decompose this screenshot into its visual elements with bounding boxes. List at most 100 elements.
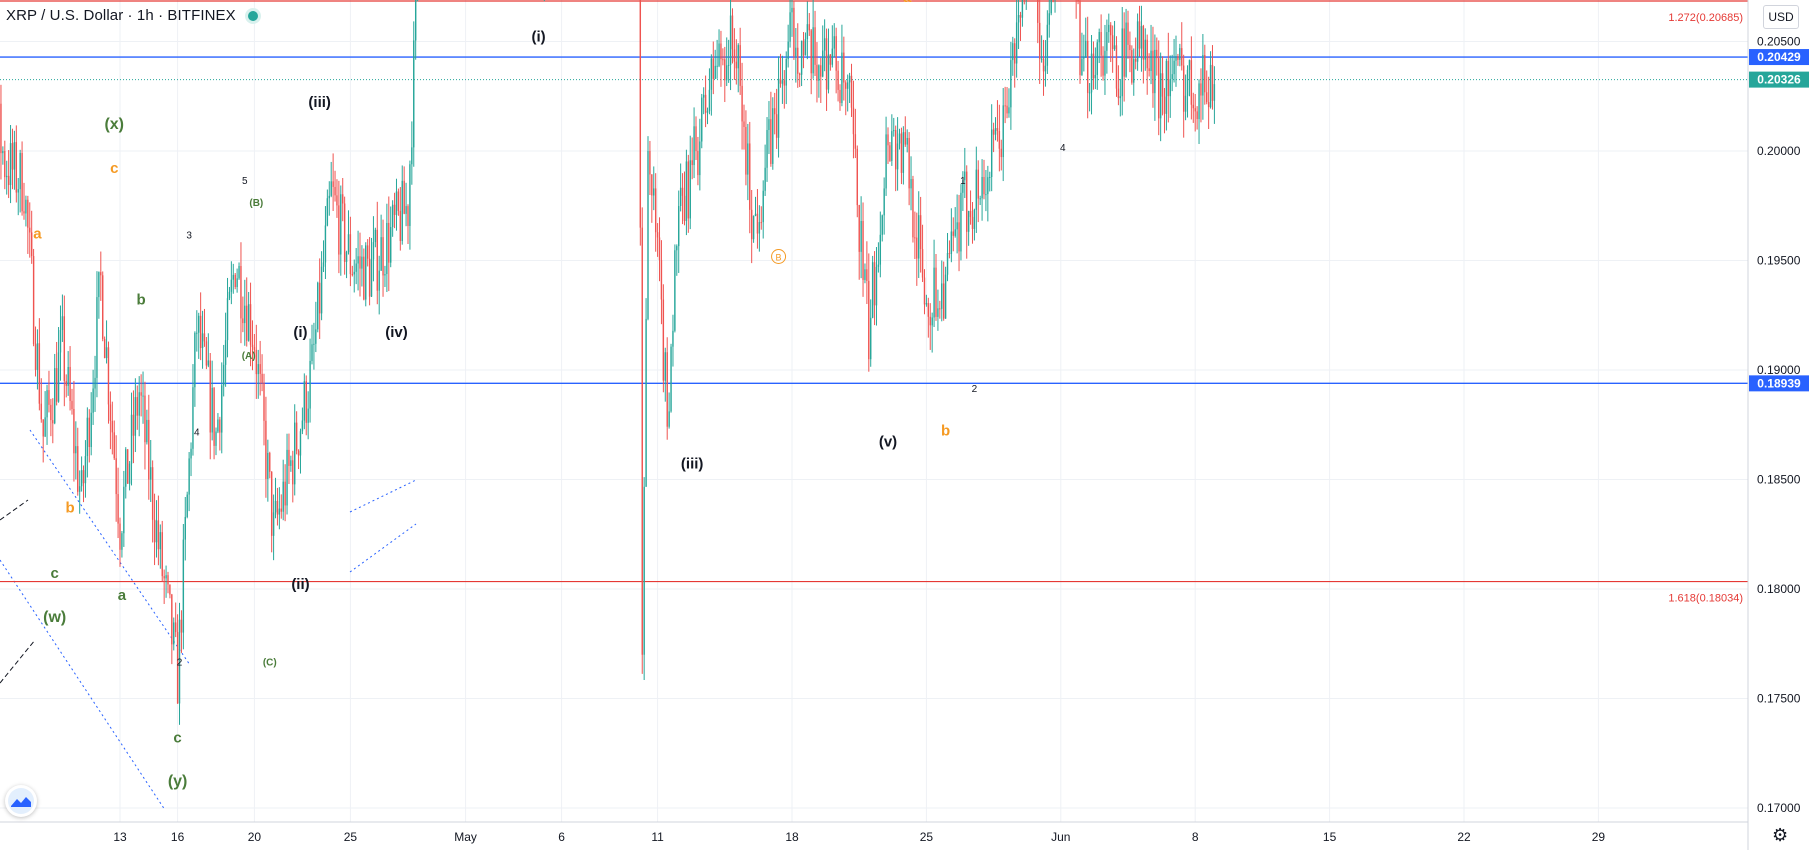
candle-body bbox=[1173, 60, 1175, 75]
candle-body bbox=[674, 250, 676, 331]
horizontal-lines-layer: 1(0.22769)1.272(0.20685)1.618(0.18034)0.… bbox=[0, 0, 1809, 605]
candle-body bbox=[756, 213, 759, 234]
wave-label: (y) bbox=[168, 773, 188, 790]
candle-body bbox=[810, 30, 812, 74]
candle-body bbox=[689, 160, 691, 219]
candle-body bbox=[294, 422, 296, 485]
candle-body bbox=[240, 266, 242, 319]
candle-body bbox=[1179, 48, 1181, 60]
candle-body bbox=[1085, 40, 1087, 57]
candle-body bbox=[368, 258, 371, 297]
candle-body bbox=[194, 332, 196, 388]
candle-body bbox=[54, 368, 56, 424]
candle-body bbox=[100, 272, 102, 276]
wave-label: c bbox=[173, 729, 181, 746]
candle-body bbox=[92, 388, 94, 413]
candle-body bbox=[908, 137, 910, 189]
candle-body bbox=[1088, 92, 1091, 94]
candle-body bbox=[217, 419, 219, 432]
candle-body bbox=[950, 231, 953, 254]
candle-body bbox=[787, 41, 789, 60]
candle-body bbox=[125, 449, 127, 487]
candle-body bbox=[307, 408, 309, 423]
candle-body bbox=[414, 0, 417, 41]
candle-body bbox=[94, 377, 96, 389]
candle-body bbox=[251, 344, 254, 348]
candle-body bbox=[1050, 0, 1052, 14]
wave-label: 3 bbox=[186, 231, 192, 242]
candle-body bbox=[1131, 50, 1133, 83]
candle-body bbox=[1094, 74, 1097, 79]
candle-body bbox=[130, 414, 133, 464]
candle-body bbox=[30, 232, 33, 257]
candle-body bbox=[77, 446, 79, 492]
candle-body bbox=[641, 227, 643, 655]
candle-body bbox=[1038, 22, 1041, 59]
price-tick-label: 0.19500 bbox=[1757, 254, 1801, 268]
candle-body bbox=[132, 414, 135, 436]
candle-body bbox=[52, 420, 54, 424]
symbol-title[interactable]: XRP / U.S. Dollar · 1h · BITFINEX bbox=[6, 7, 259, 24]
candle-body bbox=[299, 431, 302, 456]
tradingview-logo-icon[interactable] bbox=[5, 785, 37, 817]
candle-body bbox=[1098, 32, 1100, 43]
candle-body bbox=[852, 107, 855, 135]
candle-body bbox=[395, 191, 398, 215]
candle-body bbox=[724, 59, 726, 81]
candle-body bbox=[668, 411, 670, 427]
wave-label: (x) bbox=[104, 116, 124, 133]
settings-gear-icon[interactable]: ⚙ bbox=[1772, 825, 1789, 845]
price-tick-label: 0.18500 bbox=[1757, 473, 1801, 487]
candle-body bbox=[374, 229, 377, 243]
candle-body bbox=[1138, 21, 1141, 49]
candle-body bbox=[1165, 60, 1168, 114]
candle-body bbox=[378, 270, 380, 291]
candle-body bbox=[357, 256, 359, 264]
candle-body bbox=[889, 145, 891, 161]
candle-body bbox=[873, 262, 876, 306]
candle-body bbox=[1148, 68, 1150, 71]
fib-level-label: 1.272(0.20685) bbox=[1668, 12, 1743, 24]
candle-body bbox=[891, 131, 893, 161]
candle-body bbox=[881, 215, 883, 235]
candle-body bbox=[1129, 44, 1131, 51]
candle-body bbox=[1169, 78, 1171, 97]
candle-body bbox=[232, 274, 234, 280]
candle-body bbox=[983, 176, 985, 195]
wave-label: (w) bbox=[43, 609, 66, 626]
price-tick-label: 0.17500 bbox=[1757, 692, 1801, 706]
price-tick-label: 0.18000 bbox=[1757, 582, 1801, 596]
candle-body bbox=[662, 299, 665, 381]
candle-body bbox=[683, 195, 686, 221]
candle-body bbox=[887, 134, 889, 146]
candle-body bbox=[1021, 0, 1024, 18]
candle-body bbox=[259, 364, 261, 374]
candle-body bbox=[883, 188, 885, 216]
candle-body bbox=[985, 194, 987, 196]
candle-body bbox=[1111, 35, 1114, 50]
candle-body bbox=[1115, 45, 1118, 89]
candle-body bbox=[169, 584, 171, 595]
candle-body bbox=[966, 171, 968, 232]
candle-body bbox=[795, 47, 797, 57]
fib-level-label: 1.618(0.18034) bbox=[1668, 593, 1743, 605]
wave-label: (i) bbox=[531, 29, 545, 46]
wave-label: (C) bbox=[263, 658, 277, 669]
currency-button[interactable]: USD bbox=[1763, 5, 1799, 29]
candle-body bbox=[1015, 22, 1018, 64]
candle-body bbox=[649, 151, 651, 175]
candle-body bbox=[900, 133, 903, 173]
candle-body bbox=[13, 142, 16, 170]
candle-body bbox=[188, 458, 190, 495]
candle-body bbox=[111, 420, 114, 433]
candle-body bbox=[829, 54, 832, 65]
wedge-line bbox=[349, 523, 417, 573]
candle-body bbox=[244, 305, 246, 324]
candle-body bbox=[4, 151, 6, 178]
candle-body bbox=[942, 283, 945, 319]
candle-body bbox=[171, 594, 173, 645]
candle-body bbox=[933, 267, 935, 318]
candle-body bbox=[345, 252, 348, 262]
candle-body bbox=[255, 349, 258, 375]
